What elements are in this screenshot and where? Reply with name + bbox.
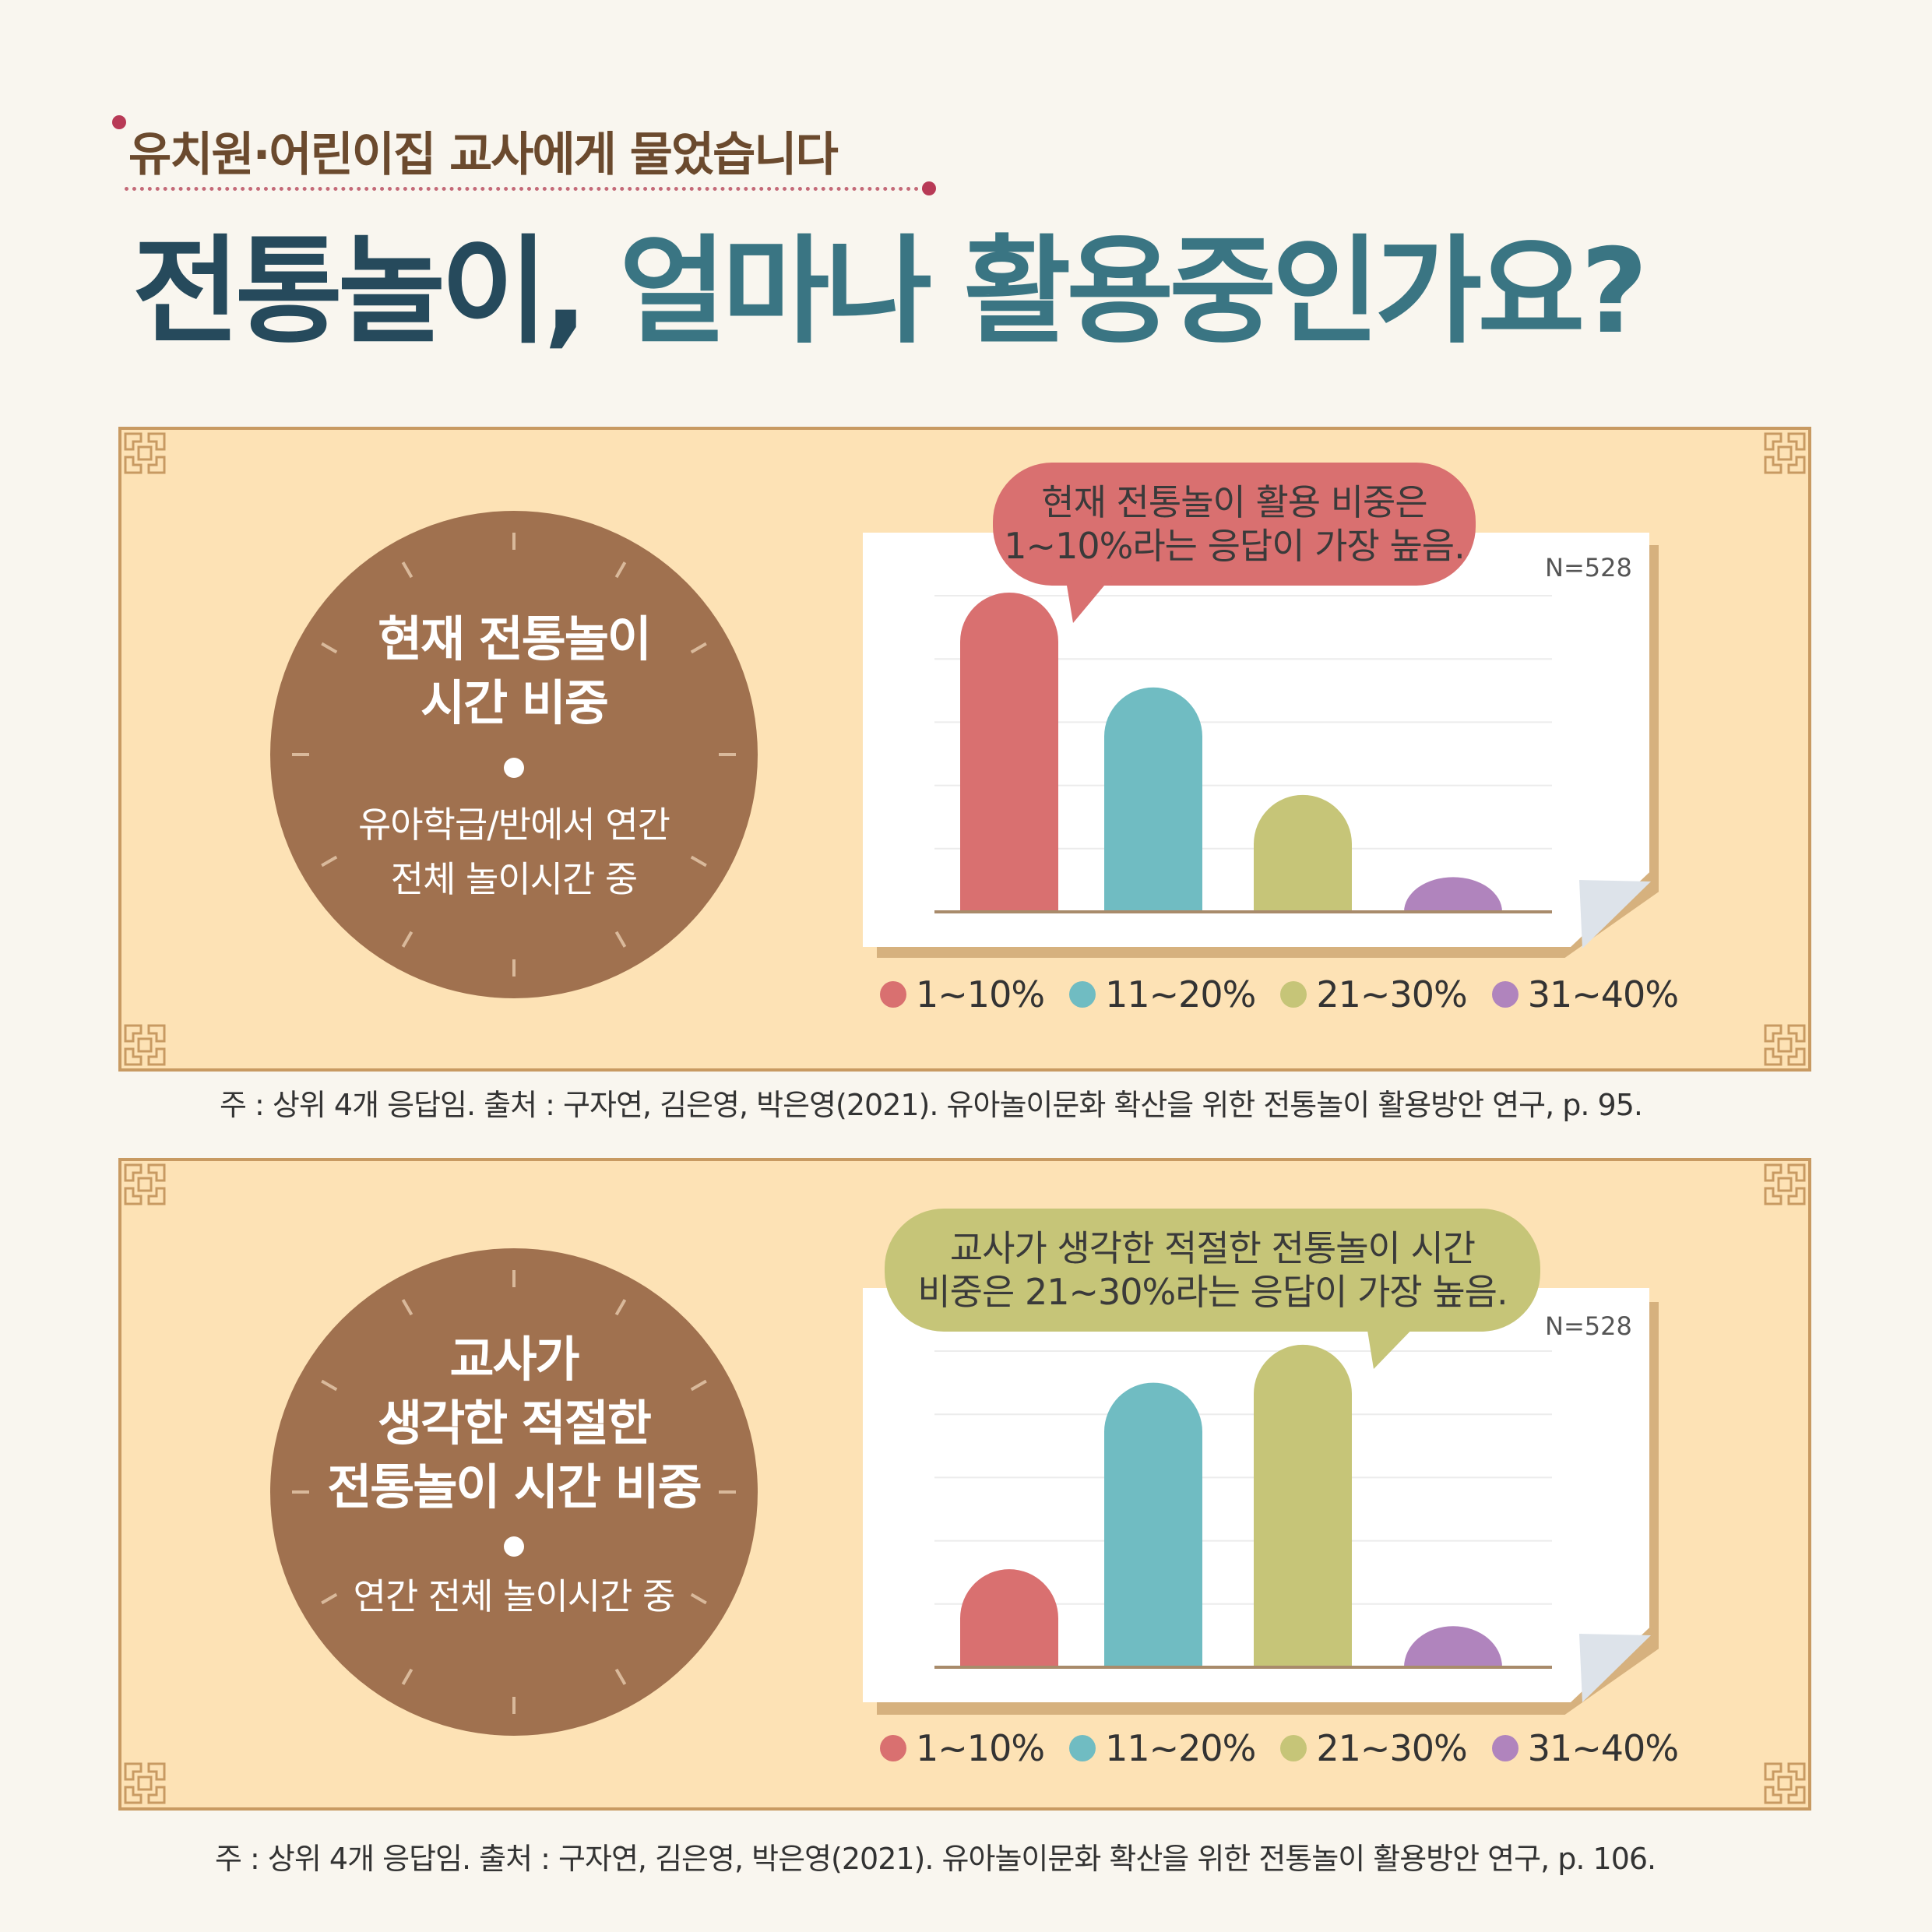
chart-legend: 1~10% 11~20% 21~30% 31~40%	[880, 973, 1703, 1015]
clock-tick	[614, 561, 627, 579]
legend-item: 1~10%	[880, 973, 1045, 1015]
corner-ornament-icon	[1764, 1024, 1806, 1066]
legend-label: 1~10%	[916, 1727, 1045, 1769]
callout-line: 교사가 생각한 적절한 전통놀이 시간	[949, 1227, 1476, 1269]
circle-subtitle: 유아학급/반에서 연간 전체 놀이시간 중	[270, 797, 758, 906]
legend-swatch	[1280, 1735, 1307, 1761]
bar-1	[960, 592, 1058, 912]
circle-title-line: 현재 전통놀이	[378, 611, 652, 667]
bar-2	[1104, 1382, 1202, 1667]
page-title-part1: 전통놀이,	[132, 224, 588, 360]
callout-bubble-2: 교사가 생각한 적절한 전통놀이 시간 비중은 21~30%라는 응답이 가장 …	[885, 1209, 1540, 1332]
bar-4	[1404, 1626, 1502, 1667]
corner-ornament-icon	[124, 1024, 166, 1066]
circle-bullet	[504, 758, 524, 778]
paper-curl-icon	[1579, 1634, 1651, 1702]
legend-label: 31~40%	[1527, 1727, 1679, 1769]
corner-ornament-icon	[1764, 432, 1806, 474]
legend-item: 11~20%	[1069, 973, 1256, 1015]
sample-size-label: N=528	[1545, 1311, 1632, 1341]
page-subtitle: 유치원·어린이집 교사에게 물었습니다	[128, 128, 839, 182]
clock-tick	[614, 931, 627, 948]
chart-note: 주 : 상위 4개 응답임. 출처 : 구자연, 김은영, 박은영(2021).…	[215, 1842, 1656, 1876]
callout-line: 비중은 21~30%라는 응답이 가장 높음.	[917, 1271, 1508, 1313]
legend-label: 11~20%	[1105, 1727, 1256, 1769]
bar-3	[1254, 1344, 1352, 1667]
clock-tick	[690, 855, 707, 867]
legend-item: 31~40%	[1491, 973, 1679, 1015]
corner-ornament-icon	[124, 1762, 166, 1804]
clock-tick	[614, 1299, 627, 1316]
page-title-part2: 얼마나 활용중인가요?	[619, 224, 1648, 360]
legend-swatch	[880, 981, 906, 1008]
clock-tick	[321, 1379, 338, 1392]
clock-tick	[401, 561, 413, 579]
sample-size-label: N=528	[1545, 553, 1632, 582]
clock-tick	[401, 1299, 413, 1316]
circle-title-line: 전통놀이 시간 비중	[327, 1459, 702, 1515]
circle-subtitle-line: 유아학급/반에서 연간	[357, 804, 670, 846]
corner-ornament-icon	[1764, 1762, 1806, 1804]
clock-tick	[690, 1379, 707, 1392]
legend-swatch	[1069, 981, 1096, 1008]
legend-label: 21~30%	[1316, 1727, 1467, 1769]
clock-tick	[690, 1592, 707, 1605]
subtitle-dotted-underline	[125, 187, 927, 191]
circle-subtitle-line: 연간 전체 놀이시간 중	[353, 1575, 676, 1617]
clock-tick	[690, 642, 707, 654]
legend-swatch	[1069, 1735, 1096, 1761]
legend-label: 21~30%	[1316, 973, 1467, 1015]
legend-item: 31~40%	[1491, 1727, 1679, 1769]
clock-tick	[321, 642, 338, 654]
circle-title: 교사가 생각한 적절한 전통놀이 시간 비중	[270, 1328, 758, 1519]
legend-item: 21~30%	[1280, 973, 1468, 1015]
legend-item: 21~30%	[1280, 1727, 1468, 1769]
legend-item: 11~20%	[1069, 1727, 1256, 1769]
legend-swatch	[1491, 1735, 1519, 1761]
circle-subtitle: 연간 전체 놀이시간 중	[270, 1569, 758, 1624]
corner-ornament-icon	[124, 1163, 166, 1205]
circle-title: 현재 전통놀이 시간 비중	[270, 607, 758, 735]
legend-item: 1~10%	[880, 1727, 1045, 1769]
legend-swatch	[1280, 981, 1307, 1008]
bar-chart-2	[934, 1344, 1552, 1669]
chart-legend: 1~10% 11~20% 21~30% 31~40%	[880, 1727, 1703, 1769]
circle-subtitle-line: 전체 놀이시간 중	[390, 858, 638, 900]
circle-title-line: 생각한 적절한	[378, 1395, 652, 1452]
circle-bullet	[504, 1536, 524, 1557]
chart-note: 주 : 상위 4개 응답임. 출처 : 구자연, 김은영, 박은영(2021).…	[220, 1088, 1643, 1122]
callout-line: 1~10%라는 응답이 가장 높음.	[1004, 525, 1465, 567]
subtitle-bullet-left	[112, 115, 126, 129]
bar-chart-1	[934, 592, 1552, 913]
subtitle-bullet-right	[922, 181, 936, 195]
callout-bubble-1: 현재 전통놀이 활용 비중은 1~10%라는 응답이 가장 높음.	[993, 463, 1476, 586]
clock-tick	[614, 1668, 627, 1685]
circle-title-line: 교사가	[449, 1331, 579, 1388]
page-title: 전통놀이, 얼마나 활용중인가요?	[132, 234, 1648, 350]
clock-ticks	[292, 1270, 736, 1714]
circle-title-line: 시간 비중	[421, 674, 609, 731]
legend-label: 1~10%	[916, 973, 1045, 1015]
legend-label: 31~40%	[1527, 973, 1679, 1015]
callout-line: 현재 전통놀이 활용 비중은	[1041, 481, 1427, 523]
callout-tail-icon	[1065, 576, 1112, 623]
bar-3	[1254, 794, 1352, 912]
bar-4	[1404, 877, 1502, 912]
legend-swatch	[1491, 981, 1519, 1008]
clock-tick	[401, 1668, 413, 1685]
legend-label: 11~20%	[1105, 973, 1256, 1015]
paper-curl-icon	[1579, 880, 1651, 948]
legend-swatch	[880, 1735, 906, 1761]
callout-tail-icon	[1366, 1321, 1420, 1369]
bar-2	[1104, 687, 1202, 912]
clock-circle-2: 교사가 생각한 적절한 전통놀이 시간 비중 연간 전체 놀이시간 중	[270, 1248, 758, 1736]
corner-ornament-icon	[124, 432, 166, 474]
clock-tick	[401, 931, 413, 948]
bar-1	[960, 1569, 1058, 1667]
clock-ticks	[292, 533, 736, 977]
corner-ornament-icon	[1764, 1163, 1806, 1205]
clock-circle-1: 현재 전통놀이 시간 비중 유아학급/반에서 연간 전체 놀이시간 중	[270, 511, 758, 998]
clock-tick	[321, 1592, 338, 1605]
clock-tick	[321, 855, 338, 867]
